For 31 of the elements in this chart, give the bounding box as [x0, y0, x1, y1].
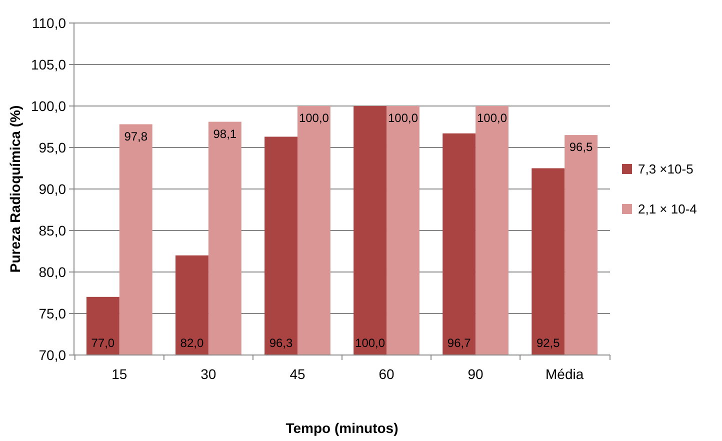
- x-tick-label: 90: [468, 366, 484, 382]
- data-label: 82,0: [180, 336, 204, 350]
- y-tick-label: 85,0: [38, 222, 66, 238]
- data-label: 100,0: [298, 111, 330, 125]
- data-label: 100,0: [477, 111, 508, 125]
- data-label: 77,0: [91, 336, 115, 350]
- data-label: 97,8: [124, 129, 148, 144]
- y-tick-label: 100,0: [30, 98, 66, 114]
- y-axis-title: Pureza Radioquímica (%): [7, 105, 23, 273]
- x-axis-title: Tempo (minutos): [286, 420, 398, 436]
- y-tick-label: 105,0: [30, 56, 66, 72]
- data-label: 96,5: [569, 140, 594, 154]
- x-tick-label: 30: [200, 366, 216, 382]
- data-label: 96,3: [269, 336, 294, 350]
- x-tick-label: Média: [546, 366, 584, 382]
- data-label: 98,1: [213, 126, 237, 141]
- y-tick-label: 90,0: [38, 180, 66, 197]
- y-tick-label: 70,0: [38, 346, 66, 363]
- y-tick-label: 80,0: [38, 264, 66, 280]
- x-tick-label: 60: [378, 366, 395, 382]
- legend-label: 7,3 ×10-5: [638, 162, 694, 177]
- data-label: 100,0: [388, 111, 418, 125]
- data-label: 100,0: [355, 336, 386, 350]
- y-tick-label: 75,0: [38, 305, 66, 322]
- data-label: 96,7: [447, 336, 472, 350]
- y-tick-label: 110,0: [32, 14, 66, 31]
- x-tick-label: 45: [290, 366, 306, 382]
- y-tick-label: 95,0: [38, 139, 66, 156]
- x-tick-label: 15: [112, 366, 128, 382]
- data-label: 92,5: [536, 336, 560, 350]
- legend-label: 2,1 × 10-4: [638, 202, 697, 217]
